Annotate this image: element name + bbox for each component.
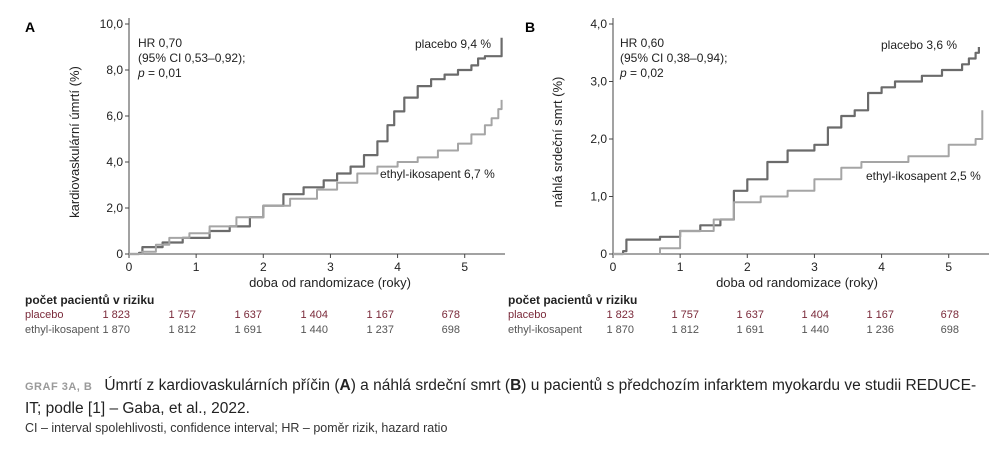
risk-table-b: počet pacientů v riziku placebo 1 823 1 … — [508, 293, 988, 339]
risk-cell: 1 691 — [736, 324, 764, 336]
series-label-ethyl-a: ethyl-ikosapent 6,7 % — [380, 167, 495, 181]
risk-cell: 1 404 — [300, 309, 328, 321]
x-tick-label: 3 — [327, 260, 334, 274]
x-tick-label: 5 — [461, 260, 468, 274]
caption-bold-a: A — [339, 377, 351, 394]
risk-cell: 1 823 — [606, 309, 634, 321]
y-tick-label: 2,0 — [106, 201, 123, 215]
y-tick-label: 0 — [116, 247, 123, 261]
risk-cell: 1 870 — [102, 324, 130, 336]
risk-row-label: ethyl-ikosapent — [508, 324, 582, 336]
risk-cell: 1 167 — [366, 309, 394, 321]
risk-cell: 1 440 — [300, 324, 328, 336]
y-tick-label: 10,0 — [100, 17, 124, 31]
p-label-b: p = 0,02 — [619, 66, 664, 80]
risk-cell: 698 — [441, 324, 460, 336]
y-tick-label: 1,0 — [590, 190, 607, 204]
risk-cell: 1 167 — [866, 309, 894, 321]
ci-label-b: (95% CI 0,38–0,94); — [620, 51, 727, 65]
risk-cell: 678 — [441, 309, 460, 321]
risk-cell: 678 — [940, 309, 959, 321]
placebo-line-a — [129, 37, 503, 256]
risk-cell: 1 757 — [671, 309, 699, 321]
risk-cell: 1 637 — [736, 309, 764, 321]
x-tick-label: 0 — [610, 260, 617, 274]
risk-cell: 1 440 — [801, 324, 829, 336]
y-tick-label: 2,0 — [590, 132, 607, 146]
series-label-placebo-b: placebo 3,6 % — [881, 38, 957, 52]
placebo-line-b — [613, 47, 980, 256]
stats-box-b: HR 0,60 (95% CI 0,38–0,94); p = 0,02 — [619, 36, 727, 80]
caption-footnote: CI – interval spolehlivosti, confidence … — [25, 421, 448, 435]
risk-cell: 698 — [940, 324, 959, 336]
stats-box-a: HR 0,70 (95% CI 0,53–0,92); p = 0,01 — [137, 36, 245, 80]
risk-row-label: placebo — [25, 309, 64, 321]
caption-text: ) a náhlá srdeční smrt ( — [350, 377, 511, 394]
series-label-placebo-a: placebo 9,4 % — [415, 37, 491, 51]
caption-tag: GRAF 3A, B — [25, 381, 93, 393]
caption-text: Úmrtí z kardiovaskulárních příčin ( — [104, 377, 340, 394]
x-axis-label-a: doba od randomizace (roky) — [249, 275, 411, 290]
risk-row-label: placebo — [508, 309, 547, 321]
y-tick-label: 8,0 — [106, 63, 123, 77]
risk-cell: 1 236 — [866, 324, 894, 336]
x-tick-label: 5 — [945, 260, 952, 274]
risk-row-placebo-b: placebo 1 823 1 757 1 637 1 404 1 167 67… — [508, 309, 988, 324]
risk-table-a: počet pacientů v riziku placebo 1 823 1 … — [25, 293, 505, 339]
risk-cell: 1 812 — [671, 324, 699, 336]
caption-text: ) u pacientů s předchozím infarktem myok… — [25, 377, 977, 417]
hr-label-b: HR 0,60 — [620, 36, 664, 50]
risk-cell: 1 637 — [234, 309, 262, 321]
ci-label-a: (95% CI 0,53–0,92); — [138, 51, 245, 65]
risk-row-ethyl-a: ethyl-ikosapent 1 870 1 812 1 691 1 440 … — [25, 324, 505, 339]
risk-table-header-b: počet pacientů v riziku — [508, 293, 638, 307]
y-axis-label-a: kardiovaskulární úmrtí (%) — [67, 66, 82, 218]
risk-cell: 1 237 — [366, 324, 394, 336]
ethyl-line-b — [613, 110, 984, 255]
x-tick-label: 4 — [878, 260, 885, 274]
ethyl-line-a — [129, 99, 503, 255]
x-tick-label: 1 — [677, 260, 684, 274]
x-axis-label-b: doba od randomizace (roky) — [716, 275, 878, 290]
panel-label-a: A — [25, 19, 35, 35]
figure-caption: GRAF 3A, B Úmrtí z kardiovaskulárních pří… — [25, 375, 990, 419]
risk-table-header-a: počet pacientů v riziku — [25, 293, 155, 307]
x-tick-label: 2 — [744, 260, 751, 274]
y-tick-label: 6,0 — [106, 109, 123, 123]
x-tick-label: 3 — [811, 260, 818, 274]
hr-label-a: HR 0,70 — [138, 36, 182, 50]
risk-cell: 1 757 — [168, 309, 196, 321]
x-tick-label: 2 — [260, 260, 267, 274]
y-tick-label: 3,0 — [590, 75, 607, 89]
caption-bold-b: B — [510, 377, 522, 394]
risk-cell: 1 404 — [801, 309, 829, 321]
y-tick-label: 0 — [600, 247, 607, 261]
p-label-a: p = 0,01 — [137, 66, 182, 80]
y-tick-label: 4,0 — [590, 17, 607, 31]
panel-label-b: B — [525, 19, 535, 35]
x-tick-label: 1 — [193, 260, 200, 274]
x-tick-label: 0 — [126, 260, 133, 274]
y-axis-label-b: náhlá srdeční smrt (%) — [550, 77, 565, 208]
x-tick-label: 4 — [394, 260, 401, 274]
risk-cell: 1 812 — [168, 324, 196, 336]
risk-cell: 1 691 — [234, 324, 262, 336]
chart-b: B HR 0,60 (95% CI 0,38–0,94); p = 0,02 p… — [525, 17, 989, 290]
risk-row-ethyl-b: ethyl-ikosapent 1 870 1 812 1 691 1 440 … — [508, 324, 988, 339]
series-label-ethyl-b: ethyl-ikosapent 2,5 % — [866, 169, 981, 183]
y-tick-label: 4,0 — [106, 155, 123, 169]
risk-row-placebo-a: placebo 1 823 1 757 1 637 1 404 1 167 67… — [25, 309, 505, 324]
risk-cell: 1 870 — [606, 324, 634, 336]
risk-row-label: ethyl-ikosapent — [25, 324, 99, 336]
risk-cell: 1 823 — [102, 309, 130, 321]
chart-a: A HR 0,70 (95% CI 0,53–0,92); p = 0,01 p… — [25, 17, 505, 290]
